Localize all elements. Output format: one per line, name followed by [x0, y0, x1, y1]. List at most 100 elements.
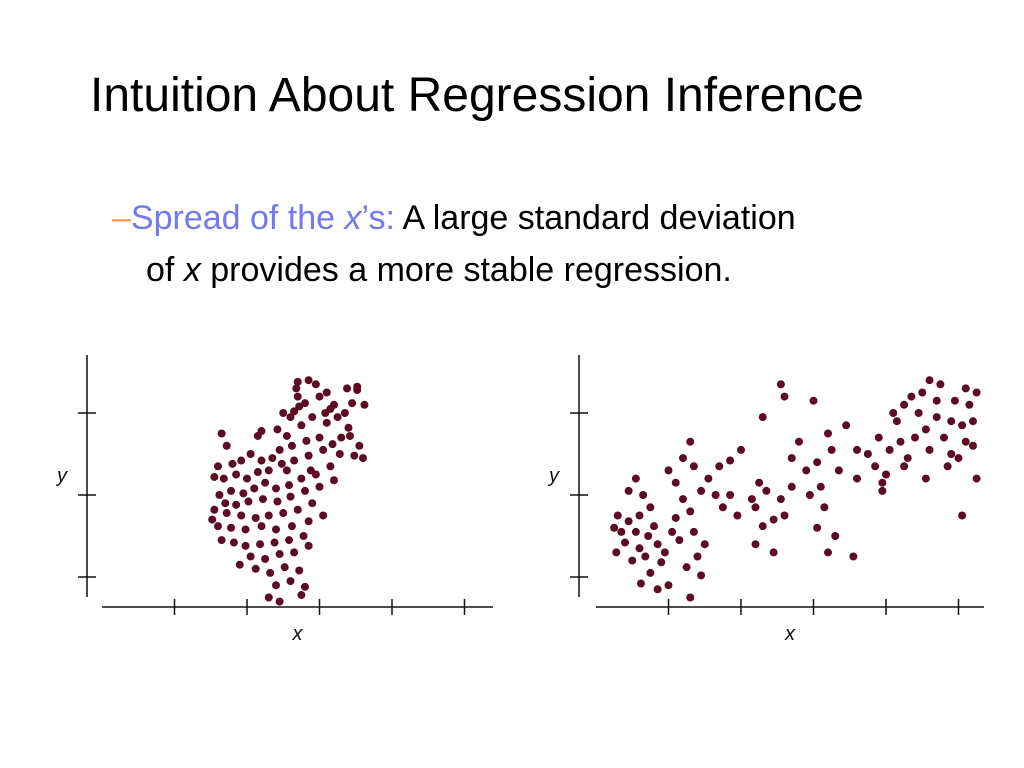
scatter-point [646, 503, 655, 512]
scatter-point [697, 486, 706, 495]
y-axis-label: y [547, 465, 560, 487]
scatter-point [345, 431, 354, 440]
scatter-point [780, 511, 789, 520]
scatter-point [925, 376, 934, 385]
scatter-point [293, 377, 302, 386]
scatter-point [301, 399, 309, 408]
scatter-point [275, 550, 284, 559]
scatter-point [679, 495, 687, 504]
scatter-point [947, 450, 956, 458]
scatter-point [221, 499, 230, 508]
scatter-point [353, 386, 362, 395]
scatter-point [820, 503, 829, 512]
scatter-point [264, 593, 273, 602]
scatter-point [612, 548, 621, 557]
scatter-point [272, 581, 280, 590]
scatter-point [853, 445, 861, 454]
scatter-point [874, 433, 883, 442]
scatter-point [253, 468, 262, 477]
scatter-point [610, 523, 619, 532]
scatter-point [340, 409, 349, 417]
scatter-point [359, 454, 367, 463]
scatter-point [892, 417, 901, 426]
scatter-point [758, 413, 767, 422]
scatter-point [286, 413, 295, 422]
scatter-point [871, 462, 880, 471]
scatter-point [235, 560, 244, 569]
scatter-point [842, 421, 851, 430]
scatter-point [831, 532, 840, 540]
scatter-point [217, 536, 226, 545]
scatter-point [715, 462, 724, 471]
scatter-point [232, 470, 241, 479]
scatter-point [333, 413, 342, 422]
scatter-point [947, 417, 956, 426]
scatter-point [282, 466, 291, 475]
bullet-lead-x: x [344, 199, 362, 237]
scatter-point [335, 450, 344, 458]
scatter-point [824, 429, 832, 438]
scatter-point [932, 396, 941, 405]
scatter-point [282, 431, 291, 440]
scatter-point [344, 423, 353, 432]
scatter-point [900, 462, 909, 471]
scatter-point [227, 486, 236, 495]
bullet-text-line2-a: of [146, 251, 184, 289]
scatter-plot-left: yx [55, 355, 493, 645]
scatter-point [914, 409, 923, 417]
scatter-point [348, 399, 357, 408]
scatter-point [900, 400, 909, 409]
scatter-point [780, 392, 789, 401]
scatter-point [726, 456, 735, 465]
scatter-point [319, 445, 328, 454]
scatter-point [279, 509, 288, 518]
scatter-point [907, 392, 916, 401]
scatter-point [624, 517, 633, 526]
scatter-point [950, 396, 959, 405]
scatter-point [635, 511, 644, 520]
scatter-point [215, 491, 224, 499]
scatter-point [261, 478, 270, 487]
scatter-point [878, 486, 887, 495]
scatter-point [258, 495, 267, 504]
scatter-point [958, 511, 967, 520]
scatter-point [878, 478, 887, 487]
scatter-point [762, 486, 771, 495]
scatter-point [250, 484, 259, 493]
scatter-point [315, 482, 324, 491]
scatter-point [961, 384, 970, 393]
scatter-point [214, 462, 222, 471]
scatter-point [301, 582, 309, 591]
scatter-point [635, 544, 644, 553]
scatter-point [795, 437, 803, 446]
scatter-point [322, 418, 331, 427]
scatter-point [295, 402, 304, 411]
scatter-point [972, 388, 981, 397]
scatter-point [650, 522, 658, 531]
scatter-point [802, 466, 811, 475]
scatter-point [613, 511, 622, 520]
y-axis-label: y [55, 465, 68, 487]
scatter-point [628, 556, 637, 565]
scatter-point [210, 472, 219, 481]
scatter-point [268, 454, 277, 463]
scatter-point [954, 454, 963, 463]
scatter-point [711, 491, 720, 499]
scatter-point [308, 413, 317, 422]
scatter-point [241, 525, 250, 534]
scatter-point [657, 558, 666, 567]
scatter-point [210, 505, 219, 514]
scatter-point [660, 548, 669, 557]
scatter-point [636, 579, 645, 588]
scatter-point [671, 478, 680, 487]
scatter-point [280, 563, 289, 572]
scatter-point [264, 511, 273, 520]
scatter-point [241, 541, 250, 550]
bullet-line-1: –Spread of the x’s: A large standard dev… [112, 192, 992, 244]
scatter-point [256, 540, 265, 549]
scatter-point [853, 474, 861, 483]
scatter-point [718, 503, 727, 512]
scatter-point [251, 564, 260, 573]
scatter-point [293, 392, 302, 401]
scatter-point [943, 462, 952, 471]
